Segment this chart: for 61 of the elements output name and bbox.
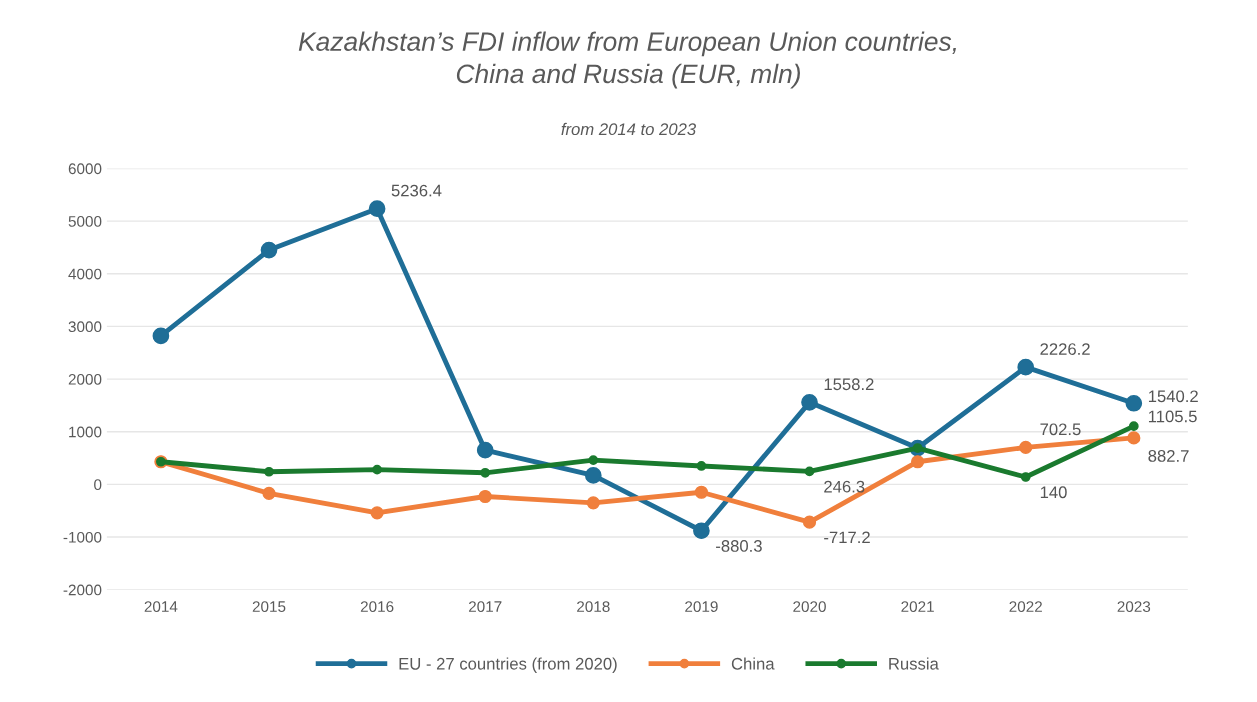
legend-label: EU - 27 countries (from 2020) <box>399 657 617 673</box>
x-tick-label: 2022 <box>1009 601 1042 613</box>
x-tick-label: 2017 <box>468 601 502 613</box>
x-tick-label: 2021 <box>901 601 934 613</box>
point <box>1017 358 1035 376</box>
data-label: 140 <box>1040 486 1067 499</box>
y-tick-label: 3000 <box>68 321 102 333</box>
point <box>1020 472 1031 482</box>
chart-subtitle: from 2014 to 2023 <box>561 122 696 136</box>
data-label: 1558.2 <box>824 378 874 391</box>
point <box>804 466 815 477</box>
y-tick-label: 5000 <box>68 216 102 227</box>
data-label: 5236.4 <box>391 184 442 197</box>
data-label: -880.3 <box>716 540 762 552</box>
point <box>696 461 707 471</box>
point <box>368 200 386 218</box>
data-label: -717.2 <box>824 531 870 544</box>
x-tick-label: 2019 <box>685 601 718 613</box>
y-tick-label: 4000 <box>68 268 102 280</box>
y-tick-label: -2000 <box>63 584 102 596</box>
legend-label: China <box>731 657 775 670</box>
data-label: 246.3 <box>824 480 865 493</box>
data-label: 2226.2 <box>1040 343 1090 355</box>
point <box>480 467 491 478</box>
y-tick-label: -1000 <box>63 531 102 543</box>
point <box>1125 394 1143 412</box>
point <box>264 466 274 477</box>
point <box>372 464 382 475</box>
data-label: 702.5 <box>1040 423 1081 436</box>
point <box>262 486 276 500</box>
point <box>694 485 709 499</box>
point <box>588 455 599 466</box>
y-tick-label: 0 <box>94 479 102 491</box>
point <box>586 496 600 510</box>
chart-title: Kazakhstan’s FDI inflow from European Union countries, China and Russia (EUR, mln) <box>298 31 956 89</box>
data-label: 1105.5 <box>1148 410 1197 423</box>
point <box>1127 431 1141 445</box>
point <box>802 515 817 529</box>
point <box>478 489 492 504</box>
point <box>1019 440 1033 454</box>
point <box>152 327 170 345</box>
x-tick-label: 2023 <box>1117 601 1151 613</box>
x-tick-label: 2018 <box>577 601 610 613</box>
point <box>260 241 278 259</box>
point <box>801 394 818 411</box>
x-tick-label: 2016 <box>360 601 394 613</box>
x-tick-label: 2020 <box>793 601 826 613</box>
point <box>584 467 602 484</box>
y-tick-label: 6000 <box>68 163 102 175</box>
point <box>693 522 710 540</box>
point <box>1128 421 1139 432</box>
point <box>476 441 494 459</box>
y-tick-label: 1000 <box>69 426 102 438</box>
x-tick-label: 2014 <box>144 601 178 613</box>
data-label: 882.7 <box>1148 450 1189 462</box>
data-label: 1540.2 <box>1148 390 1198 403</box>
x-tick-label: 2015 <box>252 601 286 613</box>
point <box>911 455 925 469</box>
point <box>370 506 384 520</box>
y-tick-label: 2000 <box>68 373 102 385</box>
legend-label: Russia <box>889 657 939 670</box>
